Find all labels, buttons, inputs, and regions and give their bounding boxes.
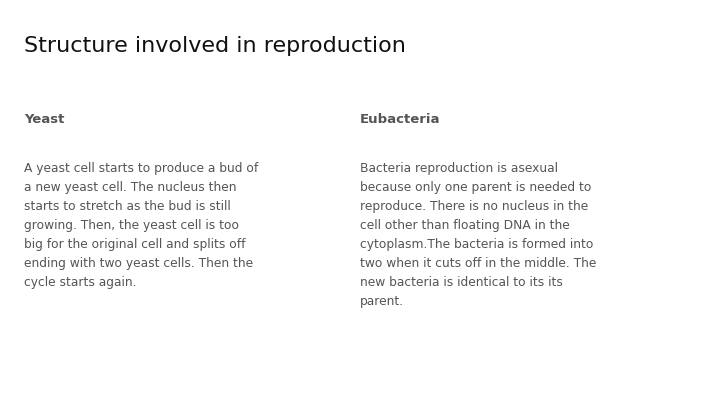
Text: Structure involved in reproduction: Structure involved in reproduction (24, 36, 405, 56)
Text: A yeast cell starts to produce a bud of
a new yeast cell. The nucleus then
start: A yeast cell starts to produce a bud of … (24, 162, 258, 289)
Text: Yeast: Yeast (24, 113, 64, 126)
Text: Bacteria reproduction is asexual
because only one parent is needed to
reproduce.: Bacteria reproduction is asexual because… (360, 162, 596, 308)
Text: Eubacteria: Eubacteria (360, 113, 441, 126)
